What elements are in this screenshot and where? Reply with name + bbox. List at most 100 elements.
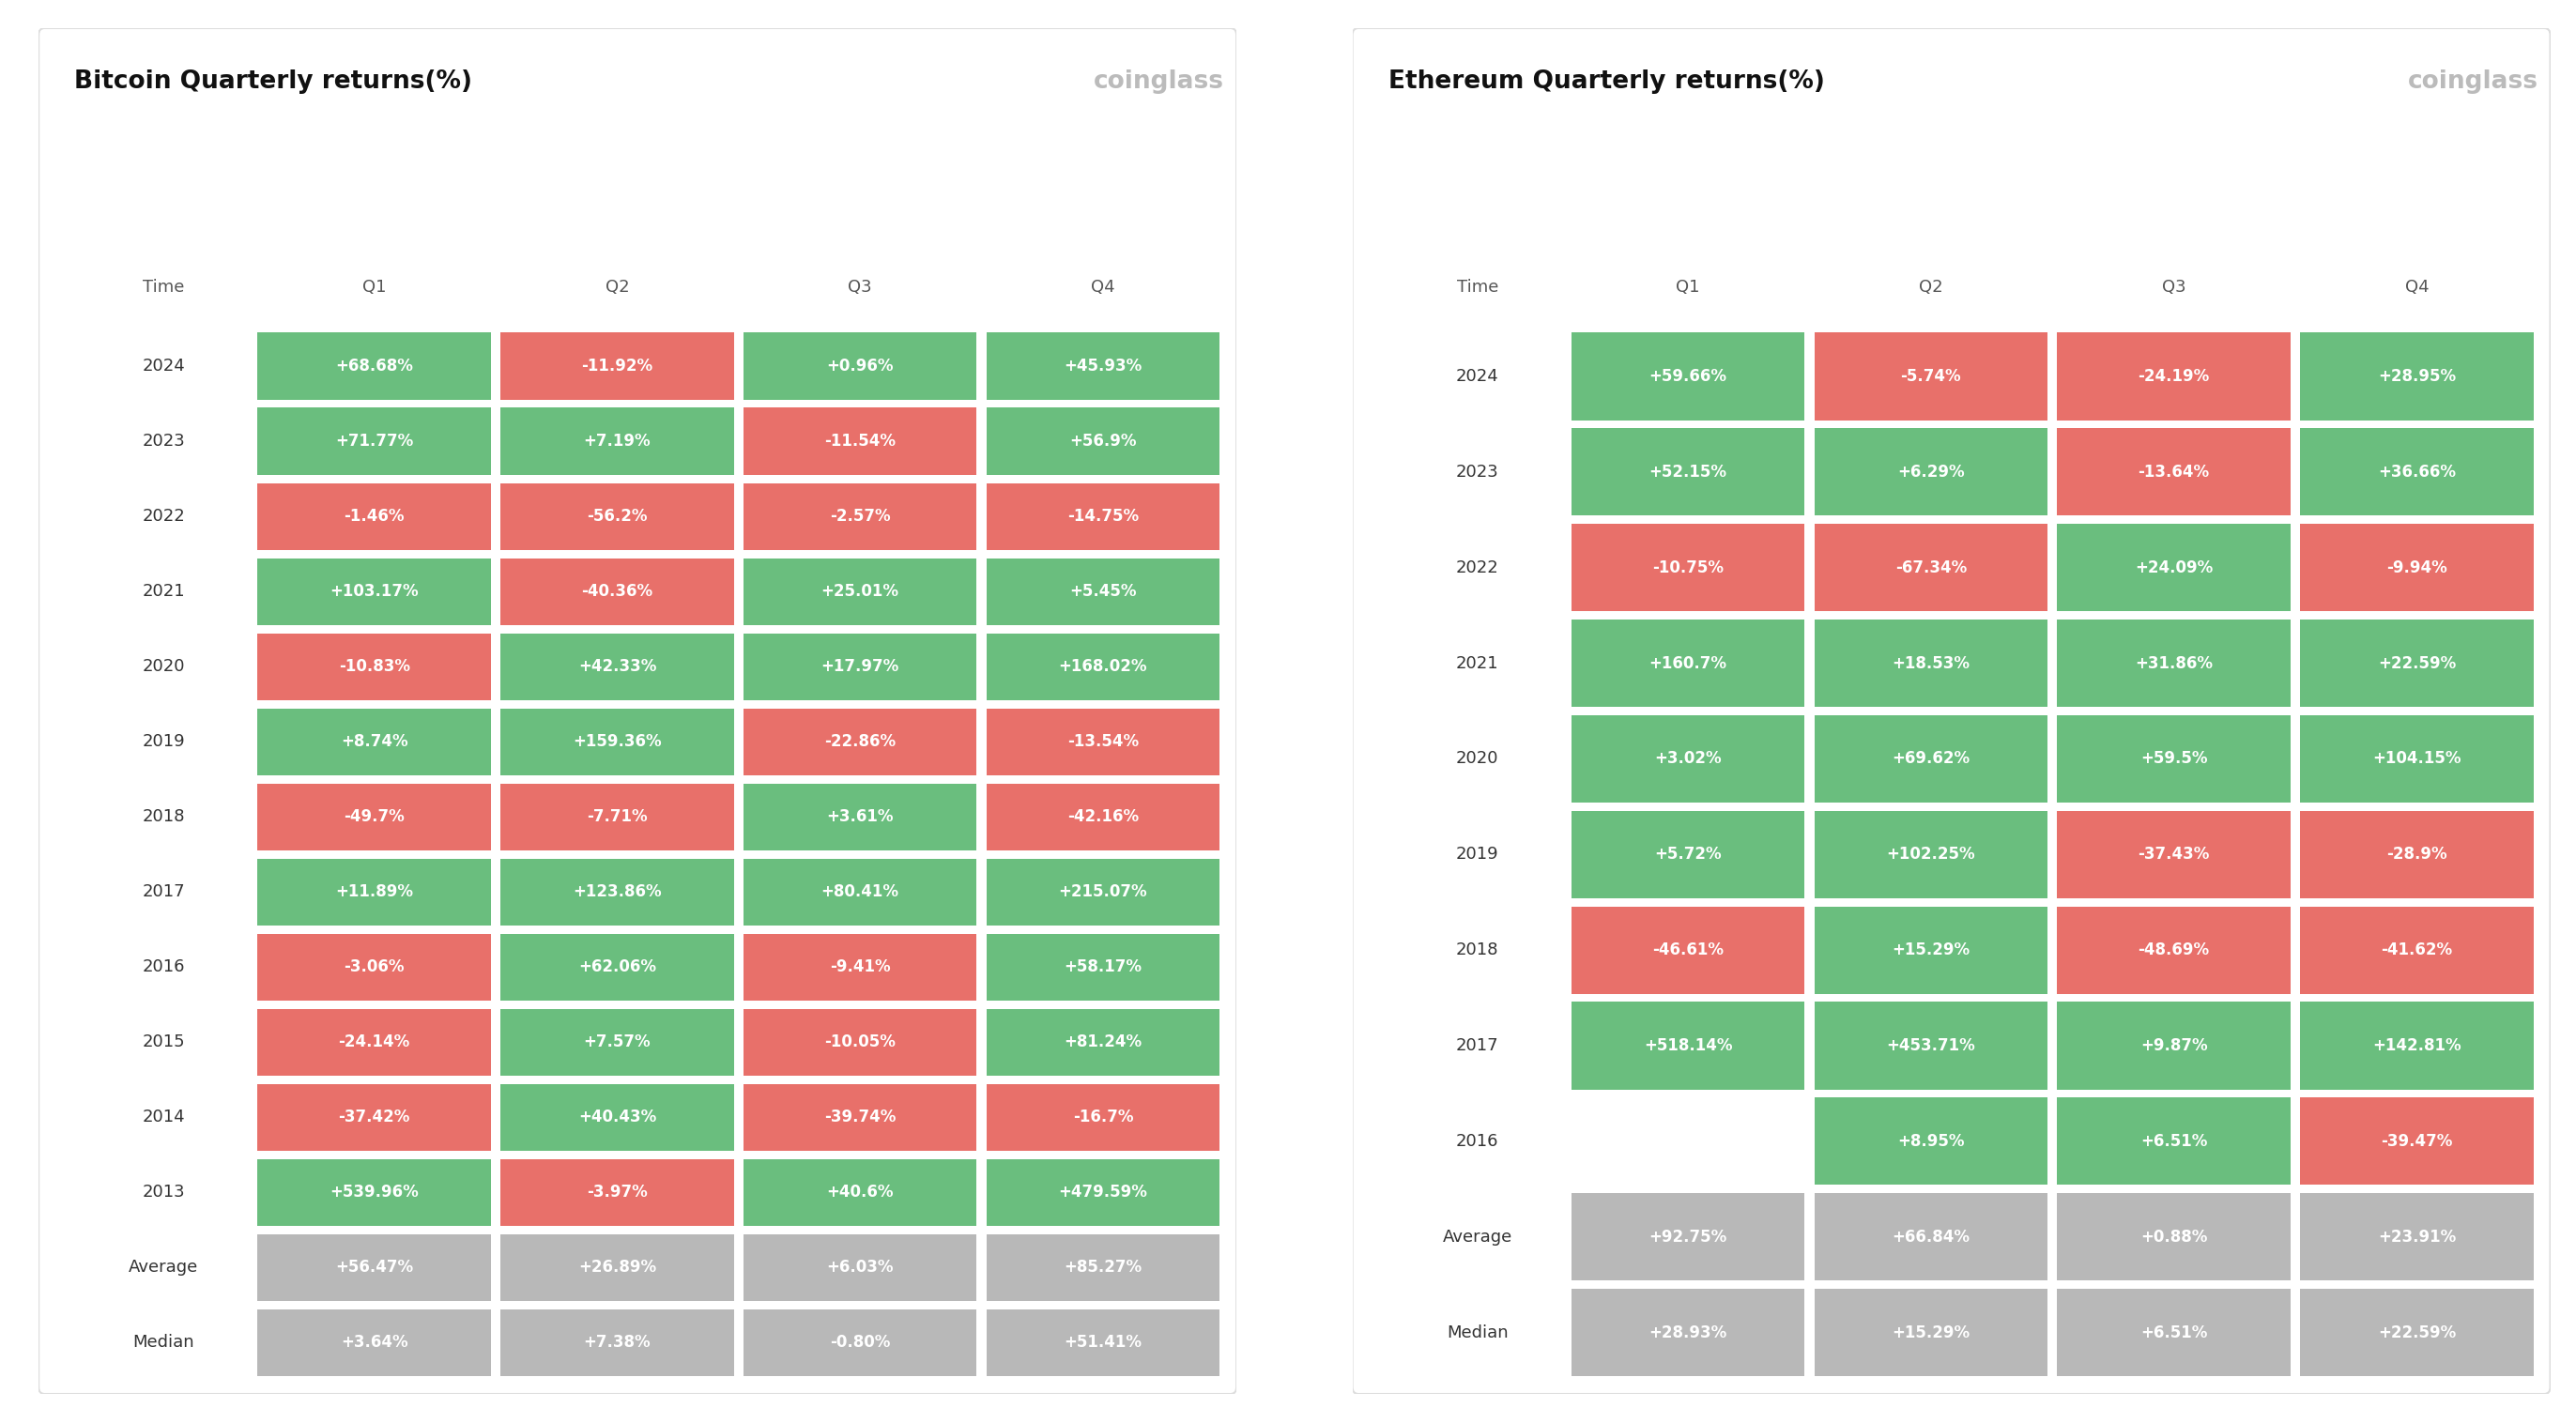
FancyBboxPatch shape bbox=[500, 934, 734, 1001]
Text: -24.14%: -24.14% bbox=[337, 1033, 410, 1050]
Text: +160.7%: +160.7% bbox=[1649, 655, 1726, 672]
Text: -48.69%: -48.69% bbox=[2138, 942, 2210, 959]
Text: -10.75%: -10.75% bbox=[1651, 559, 1723, 576]
FancyBboxPatch shape bbox=[1814, 620, 2048, 707]
Text: +58.17%: +58.17% bbox=[1064, 959, 1141, 976]
FancyBboxPatch shape bbox=[500, 634, 734, 700]
Text: +215.07%: +215.07% bbox=[1059, 884, 1146, 901]
Text: 2022: 2022 bbox=[142, 508, 185, 525]
FancyBboxPatch shape bbox=[1814, 524, 2048, 611]
FancyBboxPatch shape bbox=[2300, 715, 2532, 803]
Text: -2.57%: -2.57% bbox=[829, 508, 891, 525]
Text: Q4: Q4 bbox=[2406, 279, 2429, 296]
Text: -49.7%: -49.7% bbox=[343, 808, 404, 825]
FancyBboxPatch shape bbox=[987, 1084, 1218, 1150]
Text: -11.54%: -11.54% bbox=[824, 432, 896, 449]
Text: +85.27%: +85.27% bbox=[1064, 1259, 1141, 1276]
FancyBboxPatch shape bbox=[258, 1084, 492, 1150]
Text: +56.9%: +56.9% bbox=[1069, 432, 1136, 449]
FancyBboxPatch shape bbox=[744, 1159, 976, 1226]
Text: 2018: 2018 bbox=[1455, 942, 1499, 959]
Text: Q2: Q2 bbox=[605, 279, 629, 296]
FancyBboxPatch shape bbox=[2300, 620, 2532, 707]
FancyBboxPatch shape bbox=[500, 783, 734, 850]
Text: +15.29%: +15.29% bbox=[1891, 1324, 1971, 1340]
Text: +23.91%: +23.91% bbox=[2378, 1228, 2455, 1245]
FancyBboxPatch shape bbox=[987, 1235, 1218, 1301]
Text: -67.34%: -67.34% bbox=[1896, 559, 1965, 576]
Text: -56.2%: -56.2% bbox=[587, 508, 647, 525]
Text: 2023: 2023 bbox=[1455, 463, 1499, 480]
FancyBboxPatch shape bbox=[258, 634, 492, 700]
FancyBboxPatch shape bbox=[1571, 620, 1806, 707]
Text: Q1: Q1 bbox=[1677, 279, 1700, 296]
FancyBboxPatch shape bbox=[258, 1159, 492, 1226]
Text: +5.45%: +5.45% bbox=[1069, 583, 1136, 600]
FancyBboxPatch shape bbox=[744, 1084, 976, 1150]
Text: +22.59%: +22.59% bbox=[2378, 1324, 2455, 1340]
FancyBboxPatch shape bbox=[744, 332, 976, 400]
Text: Q3: Q3 bbox=[848, 279, 873, 296]
FancyBboxPatch shape bbox=[2300, 1193, 2532, 1280]
FancyBboxPatch shape bbox=[1571, 524, 1806, 611]
FancyBboxPatch shape bbox=[987, 332, 1218, 400]
Text: +168.02%: +168.02% bbox=[1059, 658, 1146, 674]
FancyBboxPatch shape bbox=[744, 708, 976, 776]
Text: +18.53%: +18.53% bbox=[1891, 655, 1971, 672]
FancyBboxPatch shape bbox=[258, 783, 492, 850]
Text: +7.19%: +7.19% bbox=[585, 432, 652, 449]
Text: +26.89%: +26.89% bbox=[577, 1259, 657, 1276]
Text: +51.41%: +51.41% bbox=[1064, 1335, 1141, 1352]
FancyBboxPatch shape bbox=[2300, 332, 2532, 420]
Text: coinglass: coinglass bbox=[1095, 69, 1224, 93]
Text: +28.95%: +28.95% bbox=[2378, 367, 2455, 384]
FancyBboxPatch shape bbox=[2058, 1288, 2290, 1376]
Text: +539.96%: +539.96% bbox=[330, 1184, 420, 1201]
Text: -3.97%: -3.97% bbox=[587, 1184, 647, 1201]
Text: -14.75%: -14.75% bbox=[1066, 508, 1139, 525]
Text: -46.61%: -46.61% bbox=[1651, 942, 1723, 959]
Text: -42.16%: -42.16% bbox=[1066, 808, 1139, 825]
Text: +28.93%: +28.93% bbox=[1649, 1324, 1726, 1340]
FancyBboxPatch shape bbox=[744, 408, 976, 474]
FancyBboxPatch shape bbox=[500, 558, 734, 625]
Text: +56.47%: +56.47% bbox=[335, 1259, 412, 1276]
Text: -3.06%: -3.06% bbox=[345, 959, 404, 976]
Text: +5.72%: +5.72% bbox=[1654, 846, 1721, 863]
Text: +40.43%: +40.43% bbox=[577, 1110, 657, 1126]
FancyBboxPatch shape bbox=[258, 1008, 492, 1076]
Text: +123.86%: +123.86% bbox=[572, 884, 662, 901]
Text: +68.68%: +68.68% bbox=[335, 358, 412, 375]
Text: +479.59%: +479.59% bbox=[1059, 1184, 1146, 1201]
FancyBboxPatch shape bbox=[2300, 907, 2532, 994]
Text: -13.54%: -13.54% bbox=[1066, 734, 1139, 750]
Text: -22.86%: -22.86% bbox=[824, 734, 896, 750]
FancyBboxPatch shape bbox=[258, 859, 492, 925]
Text: -7.71%: -7.71% bbox=[587, 808, 647, 825]
Text: 2014: 2014 bbox=[142, 1110, 185, 1126]
Text: coinglass: coinglass bbox=[2409, 69, 2537, 93]
FancyBboxPatch shape bbox=[2300, 1098, 2532, 1186]
FancyBboxPatch shape bbox=[258, 483, 492, 551]
Text: 2023: 2023 bbox=[142, 432, 185, 449]
Text: 2017: 2017 bbox=[1455, 1038, 1499, 1055]
FancyBboxPatch shape bbox=[500, 859, 734, 925]
FancyBboxPatch shape bbox=[744, 1008, 976, 1076]
FancyBboxPatch shape bbox=[2300, 811, 2532, 898]
FancyBboxPatch shape bbox=[2058, 1193, 2290, 1280]
Text: +81.24%: +81.24% bbox=[1064, 1033, 1141, 1050]
Text: +6.51%: +6.51% bbox=[2141, 1133, 2208, 1150]
FancyBboxPatch shape bbox=[744, 934, 976, 1001]
FancyBboxPatch shape bbox=[2300, 1002, 2532, 1090]
FancyBboxPatch shape bbox=[1814, 1193, 2048, 1280]
Text: +36.66%: +36.66% bbox=[2378, 463, 2455, 480]
Text: +42.33%: +42.33% bbox=[577, 658, 657, 674]
FancyBboxPatch shape bbox=[744, 1235, 976, 1301]
FancyBboxPatch shape bbox=[500, 1309, 734, 1376]
Text: Q2: Q2 bbox=[1919, 279, 1942, 296]
Text: -24.19%: -24.19% bbox=[2138, 367, 2210, 384]
Text: +518.14%: +518.14% bbox=[1643, 1038, 1734, 1055]
Text: 2017: 2017 bbox=[142, 884, 185, 901]
FancyBboxPatch shape bbox=[1571, 1193, 1806, 1280]
Text: 2019: 2019 bbox=[142, 734, 185, 750]
